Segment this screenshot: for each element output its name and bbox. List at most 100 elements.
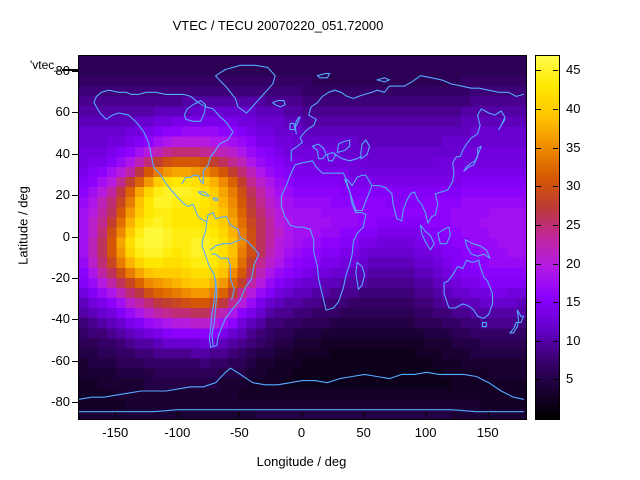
coastline-path — [360, 139, 371, 160]
x-tick-label: 0 — [297, 425, 306, 440]
coastline-path — [311, 143, 327, 160]
x-tick-label: 150 — [476, 425, 499, 440]
y-tick-label: -40 — [51, 311, 70, 327]
colorbar-tick-mark — [536, 70, 541, 72]
colorbar-tick-mark — [536, 379, 541, 381]
y-tick-mark — [72, 195, 78, 196]
coastline-path — [79, 367, 525, 400]
colorbar-tick-mark — [536, 186, 541, 188]
coastline-path — [372, 108, 506, 224]
x-tick-label: -50 — [230, 425, 249, 440]
colorbar-gradient — [536, 56, 559, 419]
coastline-path — [93, 89, 234, 185]
x-tick-mark — [115, 412, 117, 418]
colorbar-tick-mark — [536, 340, 541, 342]
colorbar-tick-mark — [553, 186, 558, 188]
colorbar-tick-label: 30 — [566, 178, 581, 194]
coastline-path — [215, 64, 276, 114]
coastline-path — [272, 100, 286, 108]
colorbar-tick-label: 40 — [566, 101, 581, 117]
colorbar-tick-label: 45 — [566, 62, 581, 78]
colorbar-tick-mark — [553, 109, 558, 111]
y-axis-title: Latitude / deg — [15, 186, 31, 265]
y-tick-mark — [72, 70, 78, 72]
colorbar-tick-mark — [553, 70, 558, 72]
x-tick-mark — [239, 412, 241, 418]
x-tick-label: 50 — [356, 425, 371, 440]
coastline-path — [316, 73, 331, 79]
vtec-heatmap — [79, 56, 526, 419]
colorbar-tick-mark — [536, 302, 541, 304]
y-tick-mark — [72, 236, 78, 238]
plot-area — [78, 55, 527, 420]
colorbar-tick-mark — [536, 224, 541, 226]
coastline-path — [463, 145, 482, 172]
coastline-path — [355, 261, 366, 290]
colorbar-tick-mark — [553, 302, 558, 304]
colorbar-tick-label: 25 — [566, 216, 581, 232]
colorbar-tick-label: 15 — [566, 294, 581, 310]
page-title: VTEC / TECU 20070220_051.72000 — [172, 18, 384, 33]
y-tick-label: 0 — [62, 228, 70, 244]
y-tick-label: -80 — [51, 394, 70, 410]
y-tick-label: 40 — [55, 145, 70, 161]
coastline-path — [211, 278, 218, 346]
coastline-path — [326, 151, 337, 162]
x-tick-mark — [177, 412, 179, 418]
colorbar-tick-label: 20 — [566, 255, 581, 271]
y-tick-mark — [72, 402, 78, 404]
x-tick-mark — [301, 412, 303, 418]
colorbar-tick-mark — [536, 263, 541, 265]
colorbar-tick-mark — [536, 109, 541, 111]
colorbar-tick-mark — [553, 340, 558, 342]
colorbar-tick-label: 10 — [566, 332, 581, 348]
coastline-path — [211, 253, 235, 301]
coastline-path — [210, 239, 241, 251]
coastline-path — [437, 226, 451, 245]
coastline-path — [290, 75, 525, 162]
coastline-path — [509, 309, 525, 334]
colorbar-tick-mark — [553, 263, 558, 265]
coastline-path — [334, 153, 362, 162]
colorbar-tick-mark — [553, 224, 558, 226]
coastline-path — [201, 212, 260, 348]
coastline-path — [79, 409, 525, 413]
series-key-line — [62, 69, 78, 71]
y-tick-mark — [72, 277, 78, 279]
y-tick-mark — [72, 112, 78, 114]
y-tick-mark — [72, 153, 78, 155]
coastline-path — [197, 191, 210, 197]
x-tick-label: -150 — [102, 425, 129, 440]
y-tick-label: 20 — [55, 187, 70, 202]
coastline-path — [294, 116, 301, 135]
y-tick-label: -60 — [51, 352, 70, 368]
coastline-path — [419, 224, 435, 251]
coastline-path — [212, 197, 219, 201]
colorbar-tick-label: 5 — [566, 371, 574, 387]
y-tick-mark — [72, 319, 78, 321]
colorbar-tick-mark — [536, 147, 541, 149]
x-tick-mark — [425, 412, 427, 418]
x-tick-label: 100 — [414, 425, 437, 440]
coastline-path — [376, 77, 390, 83]
colorbar-tick-label: 35 — [566, 139, 581, 155]
colorbar-tick-mark — [553, 147, 558, 149]
coastline-path — [481, 321, 487, 328]
coastline-path — [464, 239, 491, 259]
coastline-path — [336, 139, 351, 154]
y-tick-label: -20 — [51, 269, 70, 285]
coastline-path — [183, 100, 207, 122]
coastline-path — [289, 122, 296, 131]
x-tick-mark — [363, 412, 365, 418]
coastline-path — [344, 174, 373, 212]
x-axis-title: Longitude / deg — [256, 454, 347, 469]
series-key-label: 'vtec_ — [30, 58, 61, 72]
y-tick-label: 60 — [55, 104, 70, 120]
coastline-path — [443, 259, 494, 319]
x-tick-label: -100 — [164, 425, 191, 440]
x-tick-mark — [487, 412, 489, 418]
coastlines-overlay — [79, 64, 525, 413]
coastline-path — [280, 160, 367, 311]
colorbar — [535, 55, 560, 420]
